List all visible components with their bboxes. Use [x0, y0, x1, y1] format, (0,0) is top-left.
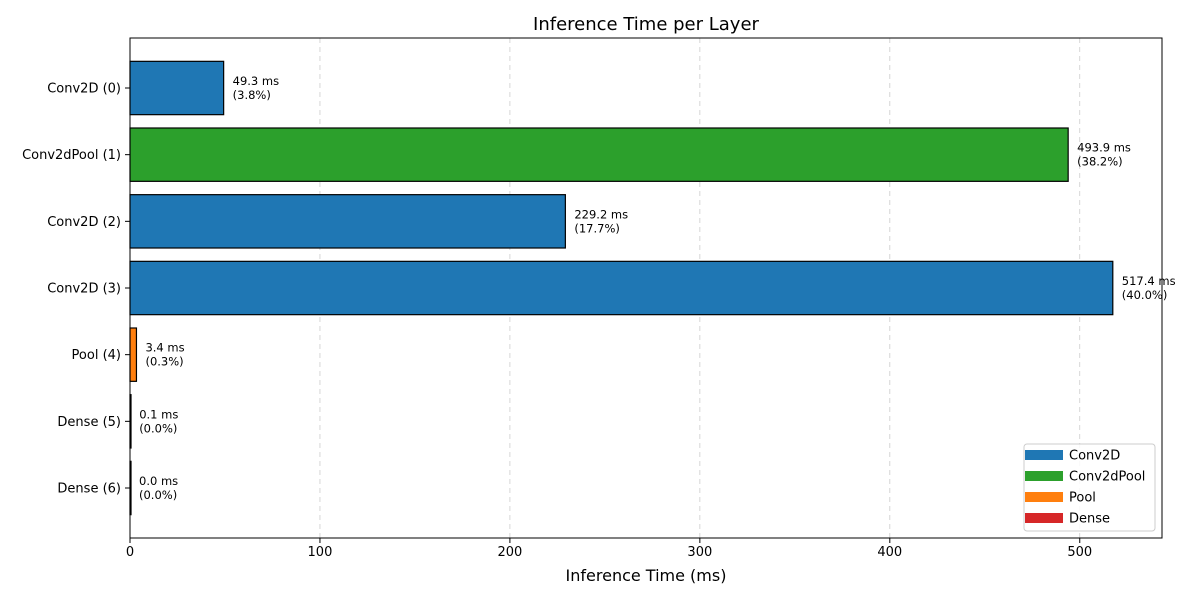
- legend-swatch: [1025, 450, 1063, 460]
- legend-box: [1023, 443, 1156, 532]
- x-axis-ticks: 0 100 200 300 400 500: [126, 538, 1092, 560]
- legend-swatch: [1025, 513, 1063, 523]
- bar-2: [129, 194, 566, 249]
- legend-label: Conv2dPool: [1069, 470, 1145, 485]
- percent-label: (3.8%): [233, 88, 271, 102]
- bar-0: [129, 60, 225, 116]
- value-label: 49.3 ms: [233, 74, 279, 88]
- y-tick-label: Pool (4): [72, 348, 121, 363]
- bar-1: [129, 127, 1069, 182]
- bars: [129, 60, 1114, 516]
- y-tick-label: Conv2D (2): [47, 215, 121, 230]
- value-label: 0.0 ms: [139, 474, 178, 488]
- bar-4: [129, 327, 138, 382]
- percent-label: (17.7%): [574, 221, 620, 235]
- x-axis-label: Inference Time (ms): [566, 566, 727, 585]
- percent-label: (38.2%): [1077, 155, 1123, 169]
- value-label: 493.9 ms: [1077, 141, 1131, 155]
- x-tick-label: 0: [126, 545, 134, 560]
- y-tick-label: Conv2dPool (1): [22, 148, 121, 163]
- legend-label: Conv2D: [1069, 449, 1120, 464]
- value-label: 229.2 ms: [574, 207, 628, 221]
- percent-label: (0.0%): [139, 488, 177, 502]
- chart-title: Inference Time per Layer: [533, 14, 759, 35]
- x-tick-label: 100: [308, 545, 333, 560]
- value-label: 0.1 ms: [139, 407, 178, 421]
- legend-swatch: [1025, 471, 1063, 481]
- percent-label: (40.0%): [1122, 288, 1168, 302]
- legend-label: Dense: [1069, 512, 1110, 527]
- value-label: 517.4 ms: [1122, 274, 1176, 288]
- y-tick-label: Conv2D (3): [47, 282, 121, 297]
- y-axis-ticks: Conv2D (0) Conv2dPool (1) Conv2D (2) Conv2D…: [22, 82, 130, 497]
- value-label: 3.4 ms: [145, 341, 184, 355]
- legend-label: Pool: [1069, 491, 1096, 506]
- y-tick-label: Dense (6): [57, 482, 121, 497]
- x-tick-label: 500: [1067, 545, 1092, 560]
- legend-swatch: [1025, 492, 1063, 502]
- y-tick-label: Conv2D (0): [47, 82, 121, 97]
- percent-label: (0.3%): [145, 355, 183, 369]
- bar-3: [129, 260, 1114, 316]
- x-tick-label: 300: [687, 545, 712, 560]
- y-tick-label: Dense (5): [57, 415, 121, 430]
- legend: Conv2D Conv2dPool Pool Dense: [1023, 443, 1156, 532]
- x-tick-label: 400: [877, 545, 902, 560]
- x-tick-label: 200: [497, 545, 522, 560]
- percent-label: (0.0%): [139, 421, 177, 435]
- data-labels: 49.3 ms(3.8%) 493.9 ms(38.2%) 229.2 ms(17.…: [139, 74, 1176, 502]
